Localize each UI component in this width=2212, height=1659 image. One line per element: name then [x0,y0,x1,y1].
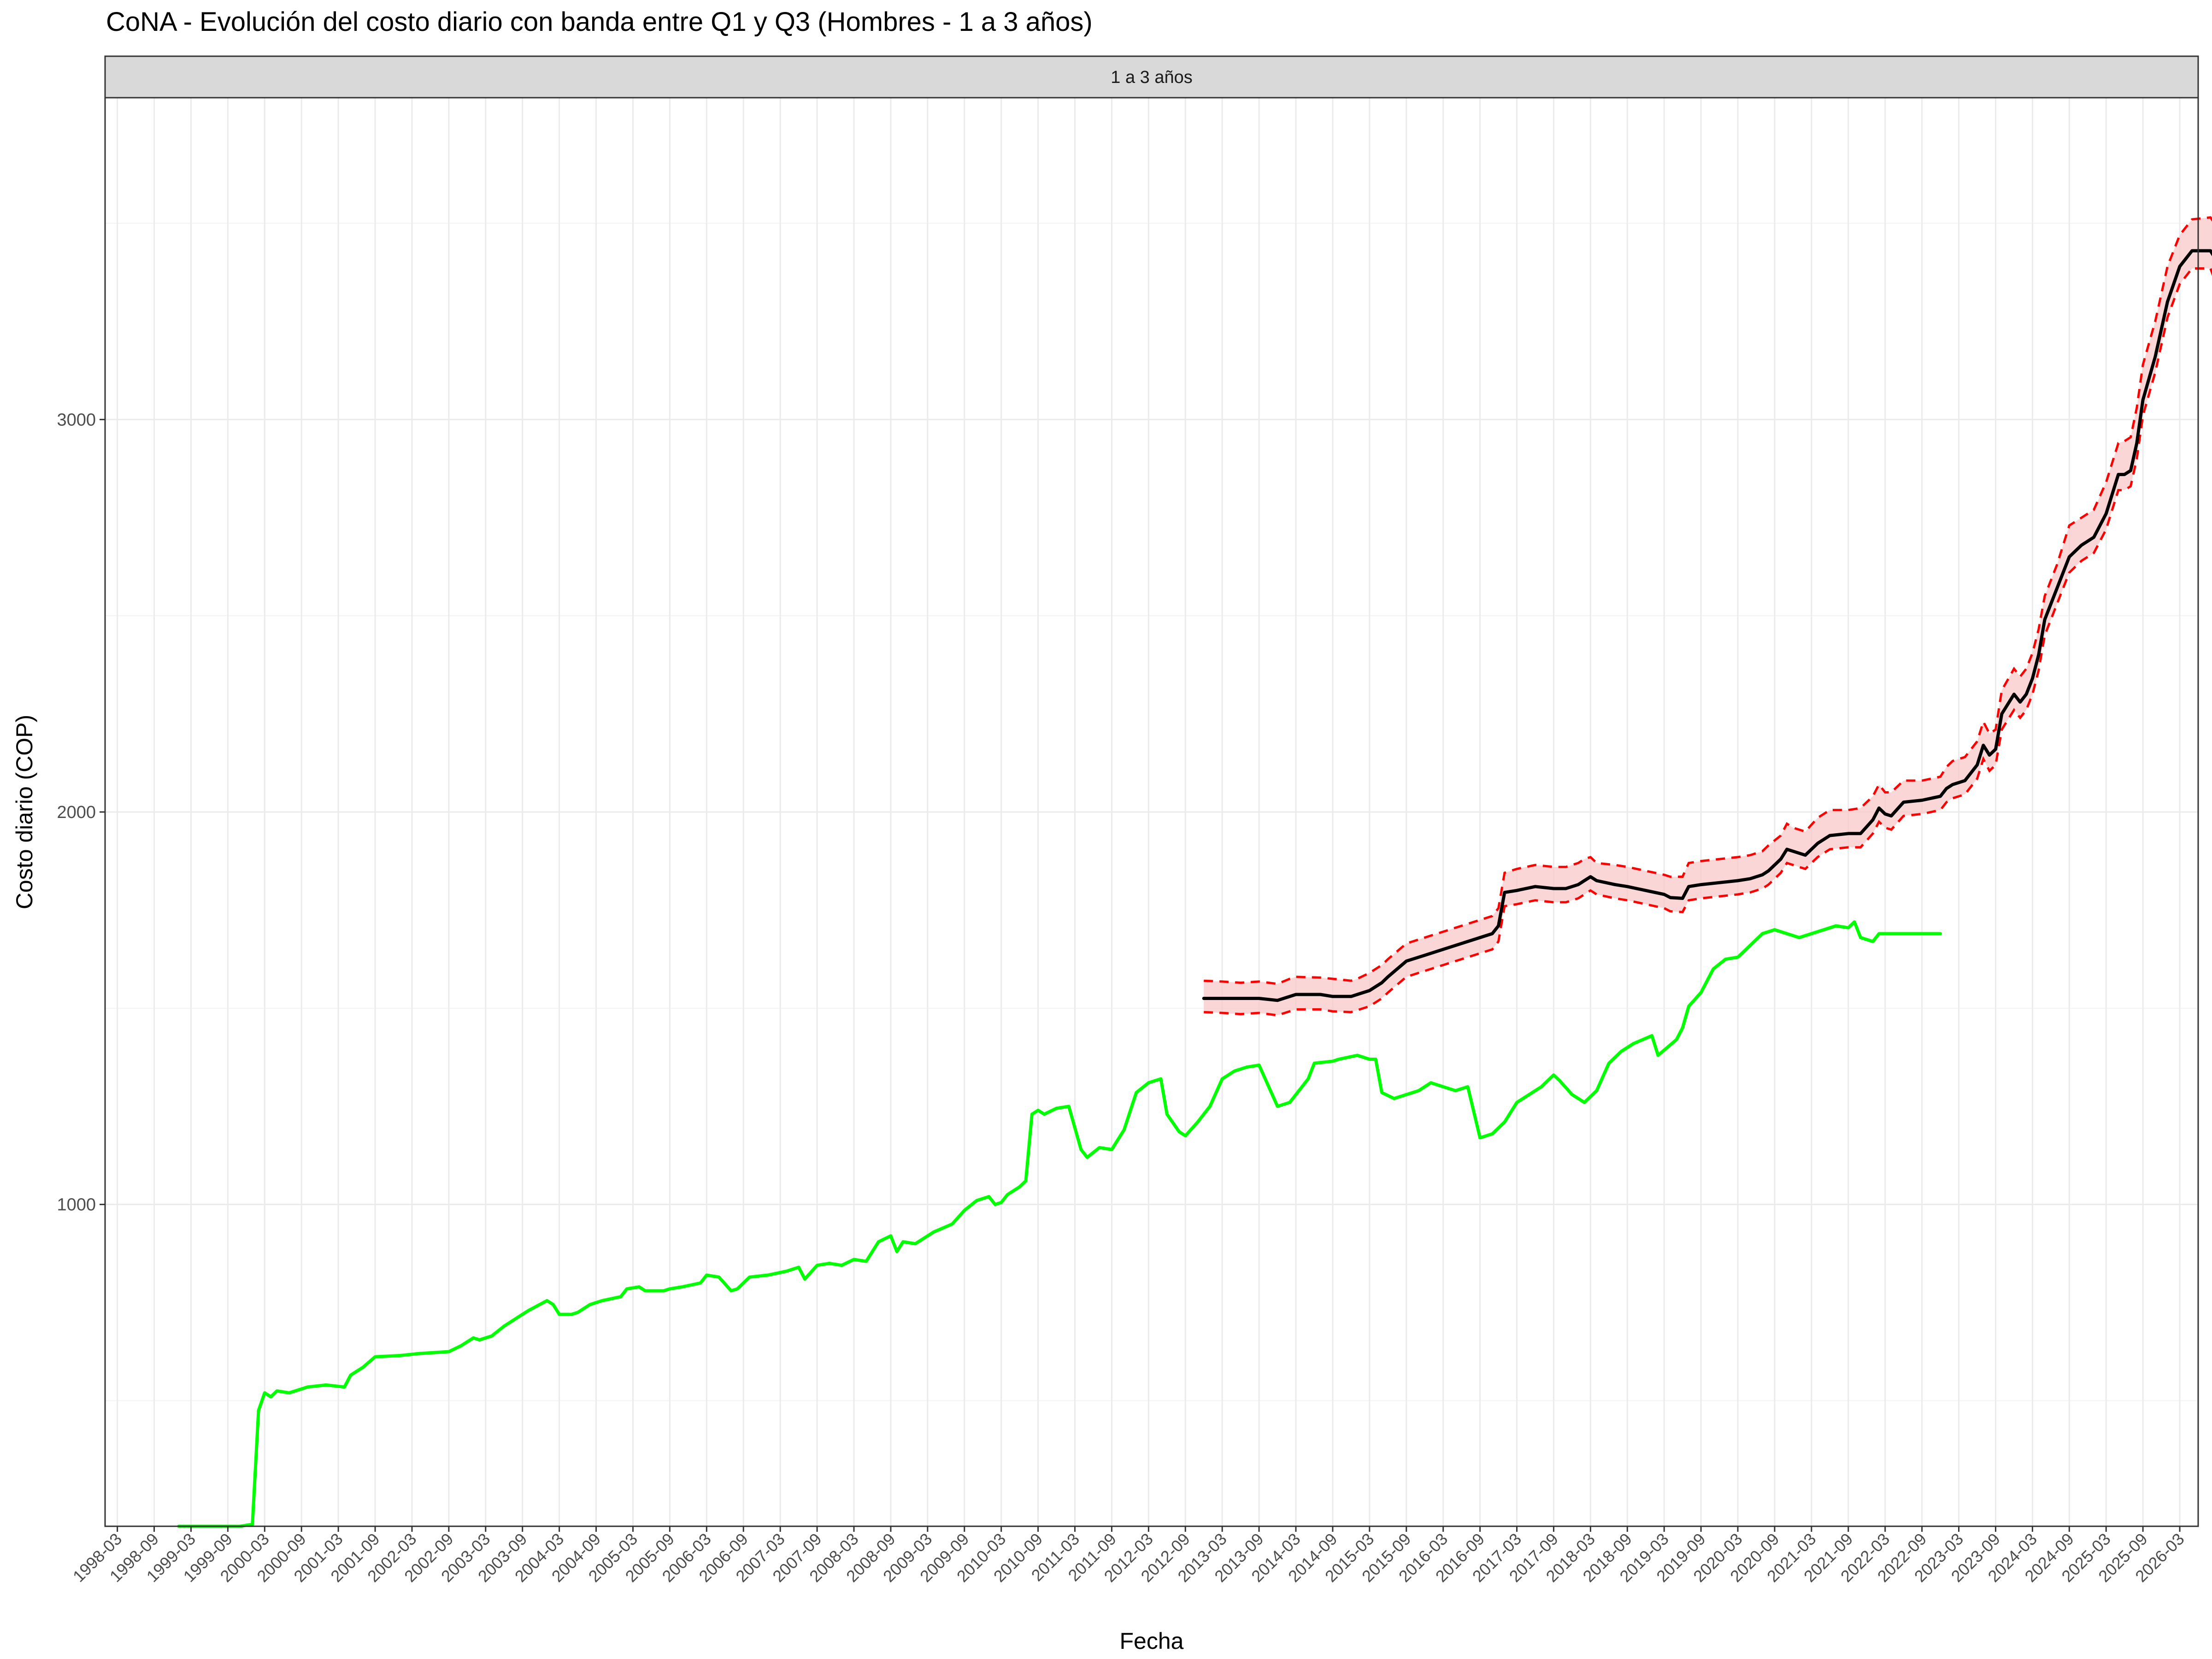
gridlines [105,98,2198,1526]
y-axis: 1000 2000 3000 [57,410,105,1215]
chart-title: CoNA - Evolución del costo diario con ba… [106,7,1093,37]
green-cost-line [177,920,1942,1528]
median-cost-line [1202,249,2212,1002]
y-tick-label: 2000 [57,803,96,822]
facet-strip-label: 1 a 3 años [1111,68,1192,87]
x-axis-title: Fecha [1120,1628,1184,1654]
y-tick-label: 3000 [57,410,96,429]
q3-dashed-line [1204,216,2212,985]
iqr-band-layer [1204,216,2212,1017]
y-axis-title: Costo diario (COP) [12,715,37,909]
x-axis: 1998-031998-091999-031999-092000-032000-… [69,1526,2188,1586]
series-lines-layer [177,249,2212,1528]
y-tick-label: 1000 [57,1195,96,1215]
facet-strip [104,55,2199,99]
